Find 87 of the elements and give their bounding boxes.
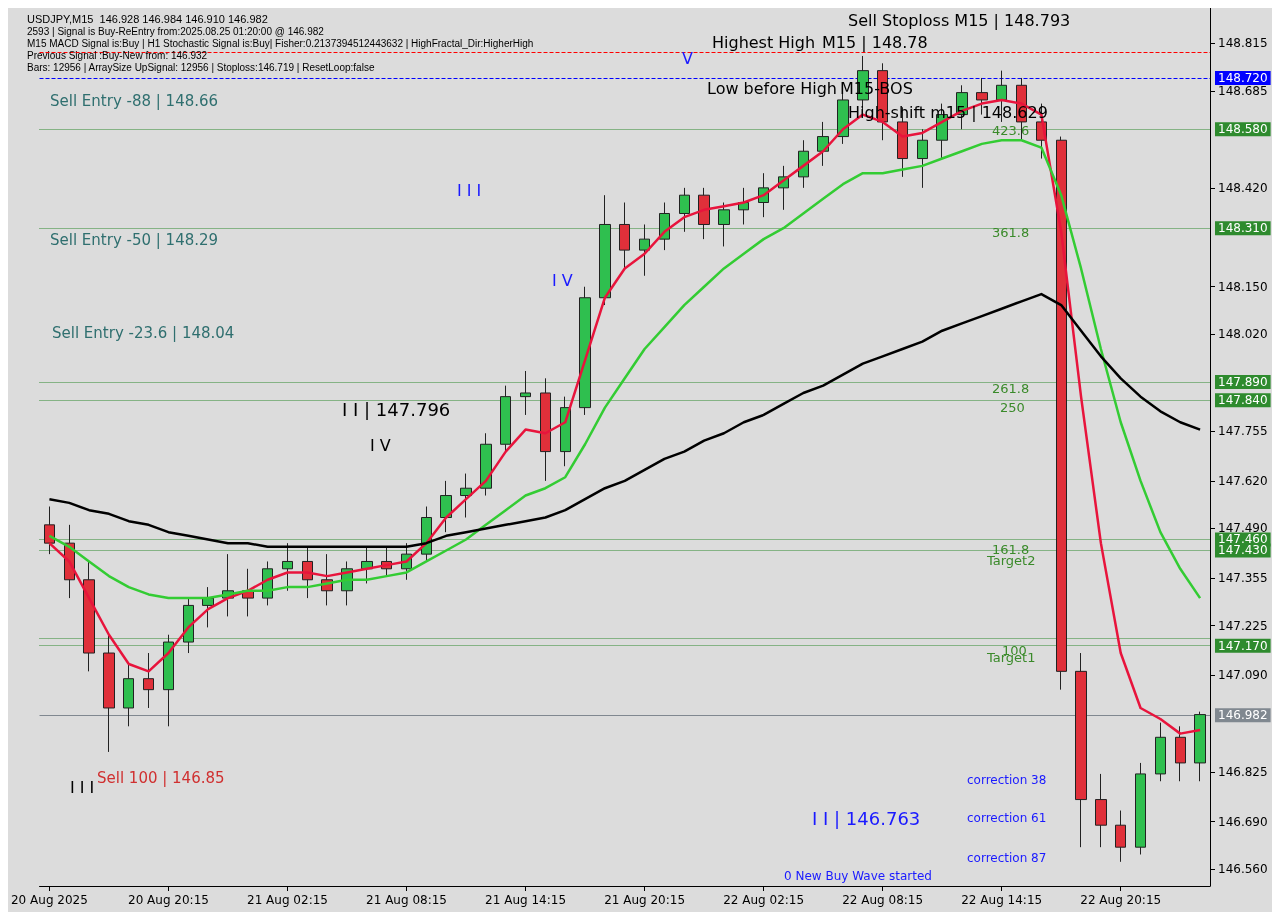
candlestick <box>282 542 293 592</box>
annotation: Sell Entry -88 | 148.66 <box>50 92 219 110</box>
candlestick <box>460 473 472 519</box>
x-tick-label: 22 Aug 02:15 <box>723 893 805 907</box>
annotation: I I | 146.763 <box>812 807 921 829</box>
annotation: M15 | 148.78 <box>822 32 928 52</box>
x-tick-label: 22 Aug 14:15 <box>961 893 1043 907</box>
text: 2593 | Signal is Buy-ReEntry from:2025.08.25 01:20:00 @ 146.982 M15 MACD Signal is:Buy | H1 Stochastic Signal is:Buy| Fisher:0.2137394512443632 | HighFractal_Dir:HigherHigh Previous Signal :Buy-New from: 146.932 Bars: 12956 | ArraySize UpSignal: 12956 | Stoploss:146.719 | ResetLoop:false <box>27 25 534 73</box>
x-tick-label: 21 Aug 20:15 <box>604 893 686 907</box>
candlestick <box>1056 136 1067 691</box>
candlestick <box>1135 762 1146 855</box>
y-tick-label: 146.690 <box>1218 814 1268 829</box>
chart-title: USDJPY,M15 146.928 146.984 146.910 146.982 <box>27 12 268 25</box>
annotation: I I | 147.796 <box>342 398 451 420</box>
ref-line-label: 147.430 <box>1218 543 1268 558</box>
candlestick <box>480 432 492 497</box>
annotation: Sell Stoploss M15 | 148.793 <box>848 10 1071 30</box>
y-tick-label: 147.090 <box>1218 668 1268 683</box>
ref-line-label: 148.310 <box>1218 221 1268 236</box>
candlestick <box>123 663 134 727</box>
y-tick-label: 146.825 <box>1218 765 1268 780</box>
annotation: Highest High <box>712 32 816 52</box>
x-tick-label: 20 Aug 2025 <box>10 893 88 907</box>
candlestick <box>599 194 611 306</box>
candlestick <box>1155 722 1166 782</box>
annotation: Sell 100 | 146.85 <box>97 769 225 787</box>
annotation: I I I <box>70 777 95 797</box>
candlestick <box>183 597 194 654</box>
candlestick <box>202 586 214 628</box>
candlestick <box>1115 810 1126 863</box>
y-tick-label: 147.355 <box>1218 570 1268 585</box>
annotation: Sell Entry -23.6 | 148.04 <box>52 324 235 342</box>
line-series <box>48 138 1202 600</box>
y-tick-label: 148.420 <box>1218 180 1268 195</box>
candlestick <box>83 560 95 672</box>
annotation: 261.8 <box>992 380 1030 396</box>
ref-line-label: 147.890 <box>1218 374 1268 389</box>
annotation: I V <box>370 435 391 455</box>
ref-line-label: 146.982 <box>1218 708 1268 723</box>
candlestick <box>718 202 730 247</box>
candlestick <box>163 634 174 727</box>
candlestick <box>1175 725 1186 782</box>
annotation: 0 New Buy Wave started <box>784 869 932 883</box>
annotation: 250 <box>1000 399 1025 415</box>
x-tick-label: 21 Aug 14:15 <box>485 893 567 907</box>
candlestick <box>579 286 591 416</box>
y-tick-label: 147.755 <box>1218 424 1268 439</box>
candlestick <box>500 385 511 453</box>
y-tick-label: 146.560 <box>1218 862 1268 877</box>
annotation: correction 38 <box>967 773 1047 787</box>
ref-line-label: 147.840 <box>1218 393 1268 408</box>
candlestick <box>1075 652 1087 848</box>
annotation: V <box>682 48 693 68</box>
candlestick <box>619 202 630 269</box>
y-tick-label: 147.620 <box>1218 473 1268 488</box>
candlestick <box>103 634 115 753</box>
candlestick <box>540 377 551 482</box>
annotation: 361.8 <box>992 224 1030 240</box>
y-tick-label: 148.815 <box>1218 36 1268 51</box>
x-tick-label: 22 Aug 08:15 <box>842 893 924 907</box>
annotation: I V <box>552 270 573 290</box>
ref-line-label: 148.580 <box>1218 122 1268 137</box>
x-tick-label: 21 Aug 08:15 <box>366 893 447 907</box>
candlestick <box>1095 773 1107 848</box>
ref-line-label: 147.170 <box>1218 638 1268 653</box>
candlestick <box>44 506 55 555</box>
ref-line-label: 148.720 <box>1218 70 1268 85</box>
annotation: Low before High <box>707 78 837 98</box>
candlestick <box>639 223 650 277</box>
x-tick-label: 22 Aug 20:15 <box>1080 893 1162 907</box>
y-tick-label: 148.020 <box>1218 327 1268 342</box>
candlestick <box>520 370 531 416</box>
y-tick-label: 148.150 <box>1218 279 1268 294</box>
y-tick-label: 147.225 <box>1218 618 1268 633</box>
candlestick <box>143 652 154 709</box>
annotation: correction 61 <box>967 811 1047 825</box>
candlestick <box>440 480 452 533</box>
annotation: Sell Entry -50 | 148.29 <box>50 231 219 249</box>
candlestick <box>917 128 928 189</box>
candlestick <box>1194 711 1206 782</box>
x-tick-label: 20 Aug 20:15 <box>127 893 209 907</box>
x-tick-label: 21 Aug 02:15 <box>247 893 328 907</box>
candlestick <box>698 187 710 240</box>
annotation: correction 87 <box>967 851 1047 865</box>
candlestick <box>679 187 690 233</box>
annotation: I I I <box>457 180 482 200</box>
y-tick-label: 148.685 <box>1218 83 1268 98</box>
